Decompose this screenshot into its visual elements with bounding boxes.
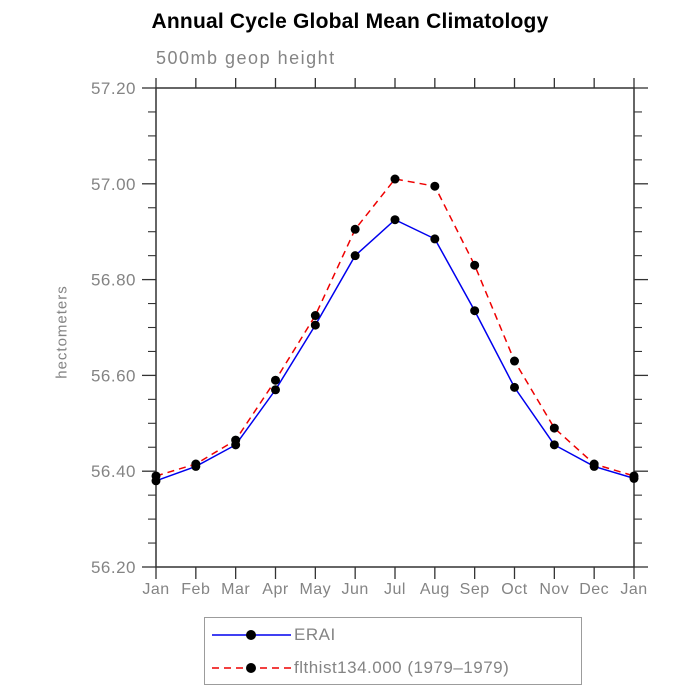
x-tick-label: Feb xyxy=(181,581,210,598)
data-point xyxy=(510,382,519,392)
x-tick-label: Oct xyxy=(501,581,527,598)
x-tick-label: Jan xyxy=(142,581,169,598)
y-tick-label: 56.40 xyxy=(91,462,136,481)
data-point xyxy=(151,471,161,481)
data-point xyxy=(271,385,280,395)
x-tick-label: Jan xyxy=(620,581,647,598)
data-point xyxy=(430,234,440,244)
x-tick-label: Mar xyxy=(221,581,250,598)
x-tick-label: Sep xyxy=(460,581,490,598)
data-point xyxy=(470,306,480,316)
legend-label-flthist: flthist134.000 (1979–1979) xyxy=(294,657,510,677)
data-point xyxy=(231,435,241,445)
data-point xyxy=(350,224,360,234)
x-tick-label: Aug xyxy=(420,581,450,598)
chart-title: Annual Cycle Global Mean Climatology xyxy=(151,10,549,33)
legend-box: ERAI flthist134.000 (1979–1979) xyxy=(204,617,582,685)
series-line-0 xyxy=(155,218,635,482)
data-point xyxy=(549,440,559,450)
legend-line-sample xyxy=(212,662,291,673)
data-point xyxy=(549,423,559,433)
legend-line-sample xyxy=(212,629,291,640)
y-tick-label: 57.00 xyxy=(91,175,136,194)
y-tick-label: 56.20 xyxy=(91,558,136,577)
data-point xyxy=(589,459,599,469)
y-tick-label: 56.60 xyxy=(91,366,136,385)
x-tick-label: Nov xyxy=(539,581,569,598)
plot-frame xyxy=(155,87,635,568)
y-tick-label: 57.20 xyxy=(91,79,136,98)
legend-item-erai: ERAI xyxy=(211,625,581,645)
legend-label-erai: ERAI xyxy=(294,624,336,644)
y-tick-label: 56.80 xyxy=(91,271,136,290)
data-point xyxy=(470,260,480,270)
data-point xyxy=(271,375,280,385)
chart-subtitle: 500mb geop height xyxy=(156,48,336,68)
data-point xyxy=(310,320,320,330)
data-point xyxy=(390,215,400,225)
data-point xyxy=(390,174,400,184)
data-point xyxy=(310,311,320,321)
data-point xyxy=(430,181,440,191)
x-tick-label: Jun xyxy=(342,581,369,598)
data-point xyxy=(350,251,360,261)
data-point xyxy=(629,471,639,481)
x-tick-label: Apr xyxy=(262,581,289,598)
legend-item-flthist: flthist134.000 (1979–1979) xyxy=(211,658,581,678)
x-tick-label: May xyxy=(299,581,331,598)
data-point xyxy=(191,459,201,469)
x-tick-label: Jul xyxy=(384,581,406,598)
data-point xyxy=(510,356,519,366)
x-tick-label: Dec xyxy=(579,581,609,598)
